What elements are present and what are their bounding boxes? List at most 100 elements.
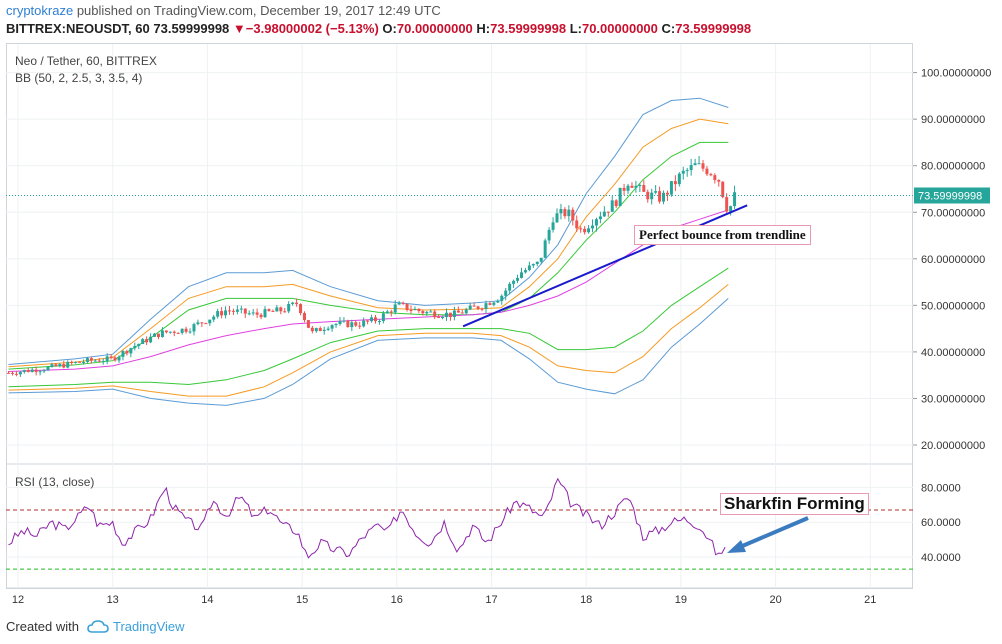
candle <box>496 299 500 303</box>
candle <box>591 219 595 233</box>
candle <box>291 301 295 306</box>
candle-body <box>421 311 425 314</box>
candle <box>401 301 405 305</box>
time-tick-label: 14 <box>201 594 213 606</box>
candle <box>610 196 614 212</box>
candle-body <box>725 197 729 212</box>
candle-body <box>46 366 50 371</box>
candle <box>598 211 602 224</box>
candle-body <box>224 310 228 316</box>
candle <box>606 211 610 217</box>
candle <box>14 370 18 377</box>
candle <box>441 315 445 320</box>
last-price-tag: 73.59999998 <box>918 190 982 202</box>
candle <box>555 208 559 223</box>
candle-body <box>302 313 306 321</box>
candle <box>70 360 74 366</box>
candle <box>326 326 330 332</box>
candle-body <box>212 316 216 320</box>
candle-body <box>255 312 259 315</box>
candle <box>133 342 137 351</box>
candle <box>318 326 322 332</box>
candle-body <box>89 358 93 361</box>
candle <box>235 305 239 315</box>
candle-body <box>366 320 370 322</box>
candle-body <box>445 312 449 317</box>
candle-body <box>630 185 634 188</box>
candle <box>721 181 725 199</box>
candle <box>614 199 618 209</box>
candle <box>729 205 733 216</box>
candle-body <box>346 320 350 328</box>
trendline[interactable] <box>462 204 748 328</box>
candle <box>105 353 109 365</box>
candle-body <box>133 345 137 349</box>
candle-body <box>14 373 18 375</box>
candle-body <box>614 200 618 207</box>
candle <box>389 309 393 317</box>
candle-body <box>405 303 409 310</box>
candle-body <box>409 309 413 311</box>
candle-body <box>373 317 377 322</box>
candle <box>535 261 539 267</box>
candle-body <box>50 364 54 367</box>
candle <box>164 330 168 334</box>
candle-body <box>310 327 314 332</box>
candle-body <box>685 170 689 172</box>
brand-label: TradingView <box>112 619 185 634</box>
candle-body <box>243 308 247 314</box>
candle-body <box>496 300 500 303</box>
candle <box>662 190 666 205</box>
candle <box>18 370 22 377</box>
candle <box>259 313 263 320</box>
low-label: L: <box>569 21 582 36</box>
trendline-annotation[interactable]: Perfect bounce from trendline <box>634 225 811 245</box>
candle <box>705 166 709 176</box>
candle <box>58 362 62 368</box>
candle-body <box>709 174 713 176</box>
price-tick-label: 40.00000000 <box>921 347 985 359</box>
candle-body <box>58 364 62 367</box>
candle <box>243 308 247 318</box>
candle <box>279 306 283 315</box>
candle <box>30 367 34 373</box>
candle-body <box>658 191 662 202</box>
candle-body <box>689 165 693 171</box>
change-value: −3.98000002 (−5.13%) <box>245 21 379 36</box>
tradingview-brand[interactable]: TradingView <box>87 619 185 634</box>
candle <box>468 302 472 311</box>
candle-body <box>42 370 46 372</box>
candle-body <box>342 320 346 322</box>
candle <box>583 226 587 235</box>
candle-body <box>464 309 468 314</box>
candle <box>141 338 145 345</box>
candle-body <box>563 209 567 217</box>
bb-indicator-label[interactable]: BB (50, 2, 2.5, 3, 3.5, 4) <box>15 71 143 85</box>
candle-body <box>693 163 697 166</box>
time-tick-label: 18 <box>580 594 592 606</box>
candle <box>669 181 673 197</box>
candle-body <box>441 316 445 318</box>
sharkfin-annotation[interactable]: Sharkfin Forming <box>720 493 869 515</box>
candle <box>10 371 14 376</box>
candle-body <box>180 328 184 333</box>
candle-body <box>85 358 89 362</box>
candle <box>488 301 492 306</box>
candle <box>622 183 626 196</box>
author-link[interactable]: cryptokraze <box>6 3 74 18</box>
candle <box>381 310 385 324</box>
candle <box>310 325 314 334</box>
candle-body <box>22 369 26 372</box>
candle-body <box>452 310 456 318</box>
candle <box>512 279 516 288</box>
candle <box>129 347 133 358</box>
candle <box>208 319 212 326</box>
candle-body <box>697 163 701 165</box>
candle-body <box>326 328 330 330</box>
rsi-indicator-label[interactable]: RSI (13, close) <box>15 475 95 489</box>
candle-body <box>417 308 421 312</box>
candle-body <box>291 302 295 304</box>
candle <box>650 188 654 205</box>
candle-body <box>220 311 224 316</box>
